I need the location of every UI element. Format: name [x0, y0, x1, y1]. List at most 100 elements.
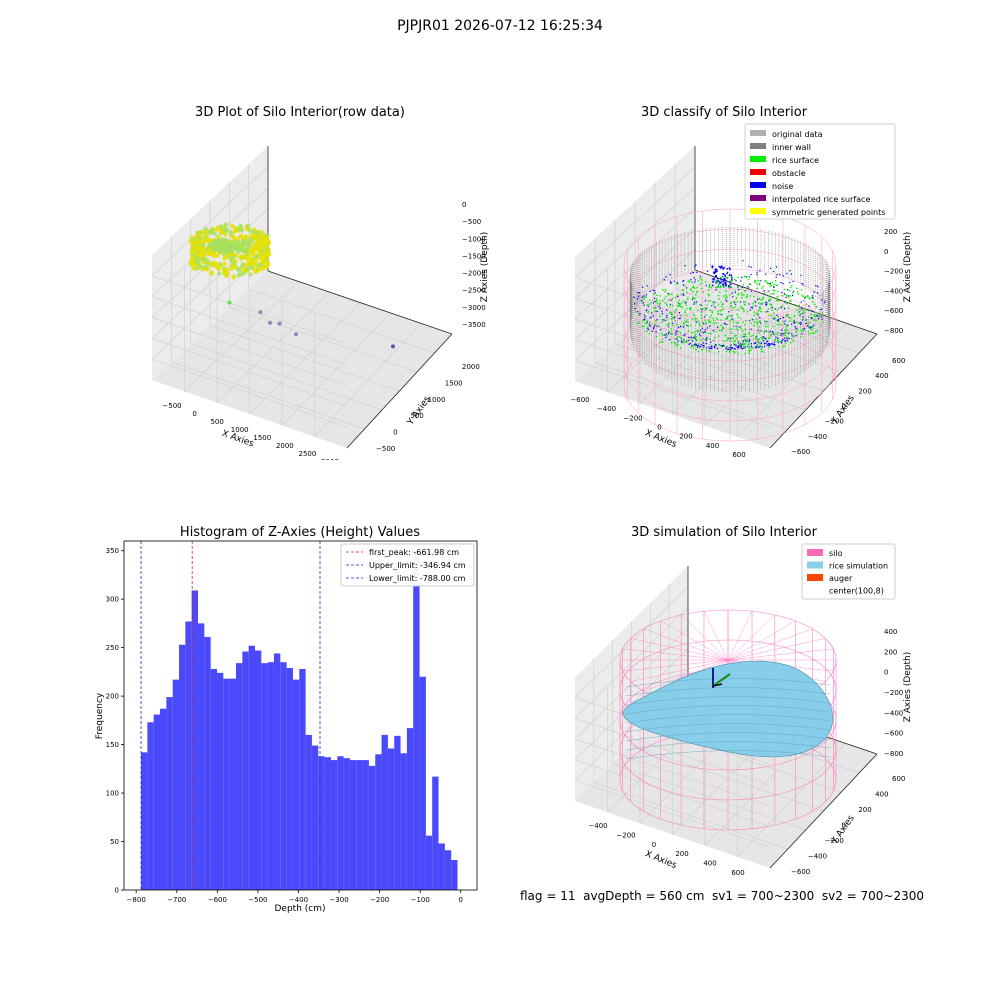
rice-surface-point	[701, 279, 703, 281]
rice-surface-point	[702, 338, 705, 340]
noise-point	[750, 273, 752, 276]
noise-point	[699, 275, 701, 278]
noise-point	[703, 316, 706, 318]
noise-point	[716, 326, 719, 328]
legend-swatch	[807, 574, 823, 581]
silo-spoke	[660, 620, 729, 661]
histogram-bar	[280, 662, 287, 890]
raw-3d-z-tick: −1000	[462, 235, 486, 243]
rice-surface-point	[740, 328, 743, 330]
rice-surface-point	[710, 314, 712, 317]
noise-point	[644, 316, 646, 318]
rice-surface-point	[770, 307, 772, 309]
rice-surface-point	[772, 289, 775, 292]
rice-surface-point	[685, 339, 688, 342]
noise-point	[790, 273, 793, 275]
rice-surface-point	[820, 324, 822, 327]
rice-surface-point	[708, 319, 710, 321]
auger-axis	[712, 673, 731, 687]
rice-surface-point	[741, 307, 744, 309]
noise-point	[771, 306, 773, 309]
rice-surface-point	[818, 312, 820, 314]
x-tick-label: −700	[167, 896, 186, 904]
noise-point	[723, 266, 725, 269]
noise-point	[749, 309, 751, 311]
rice-surface-point	[747, 278, 750, 281]
rice-surface-point	[735, 337, 738, 340]
rice-surface-point	[795, 331, 797, 333]
noise-point	[739, 301, 742, 303]
rice-surface-point	[741, 341, 744, 343]
rice-surface-point	[774, 338, 777, 341]
raw-ring-point	[198, 252, 204, 257]
raw-3d-ylabel: Y Axies	[405, 394, 433, 427]
rice-surface-point	[681, 306, 683, 309]
histogram-bar	[166, 697, 173, 890]
rice-surface-point	[767, 314, 770, 317]
rice-surface-point	[778, 307, 780, 309]
histogram-bar	[217, 672, 224, 890]
rice-surface-point	[758, 325, 760, 328]
rice-surface-point	[727, 338, 730, 340]
noise-point	[702, 342, 705, 344]
raw-ring-point	[264, 252, 270, 258]
raw-ring-point	[254, 246, 259, 252]
rice-surface-point	[666, 304, 668, 307]
rice-surface-point	[725, 350, 728, 353]
rice-surface-point	[816, 314, 819, 316]
raw-3d-zlabel: Z Axies (Depth)	[480, 232, 490, 303]
rice-surface-point	[672, 324, 674, 327]
noise-point	[730, 344, 732, 346]
noise-point	[652, 302, 655, 304]
simulation-3d-zlabel: Z Axies (Depth)	[903, 652, 913, 723]
rice-surface-point	[634, 311, 637, 313]
gridline	[574, 166, 696, 278]
rice-surface-point	[745, 296, 747, 299]
rice-surface-point	[737, 340, 739, 342]
rice-mesh-line	[625, 687, 831, 697]
raw-3d-x-tick: 1500	[253, 434, 271, 442]
rice-surface-point	[679, 347, 682, 350]
noise-point	[679, 325, 682, 328]
noise-point	[717, 281, 719, 283]
rice-surface-point	[748, 347, 751, 349]
rice-surface-point	[761, 287, 763, 289]
rice-surface-point	[818, 315, 821, 317]
noise-point	[656, 319, 658, 321]
rice-surface-point	[679, 305, 682, 308]
silo-spoke	[643, 659, 729, 692]
rice-surface-point	[719, 291, 721, 294]
legend-label: obstacle	[772, 169, 806, 178]
simulation-3d-y-tick: 600	[892, 775, 905, 783]
noise-point	[773, 286, 775, 289]
rice-surface-point	[693, 296, 695, 299]
rice-surface-point	[718, 329, 721, 332]
rice-surface-point	[720, 319, 722, 321]
rice-surface-point	[661, 332, 663, 335]
noise-point	[768, 344, 770, 346]
noise-point	[760, 280, 762, 282]
noise-point	[741, 348, 744, 350]
legend-label: silo	[829, 549, 843, 558]
rice-surface-point	[725, 290, 727, 293]
noise-point	[759, 322, 762, 324]
rice-surface-point	[674, 309, 677, 311]
rice-surface-point	[798, 304, 801, 307]
noise-point	[652, 289, 654, 292]
noise-point	[728, 348, 730, 351]
y-tick-label: 0	[115, 887, 119, 895]
noise-point	[651, 330, 653, 332]
classify-3d-zlabel: Z Axies (Depth)	[903, 232, 913, 303]
rice-surface-point	[774, 318, 776, 320]
noise-point	[713, 278, 715, 281]
rice-surface-point	[726, 337, 729, 339]
raw-ring-point	[246, 257, 251, 262]
noise-point	[695, 264, 697, 266]
noise-point	[649, 290, 651, 292]
noise-point	[702, 344, 704, 347]
noise-point	[709, 325, 711, 327]
classify-3d-ticks: −600 −400 −200 0 200 400 600 −600 −400 −200 0 200 40…	[570, 228, 905, 459]
rice-surface-point	[768, 296, 771, 298]
rice-surface-point	[707, 294, 710, 297]
rice-mesh-line	[625, 705, 831, 715]
